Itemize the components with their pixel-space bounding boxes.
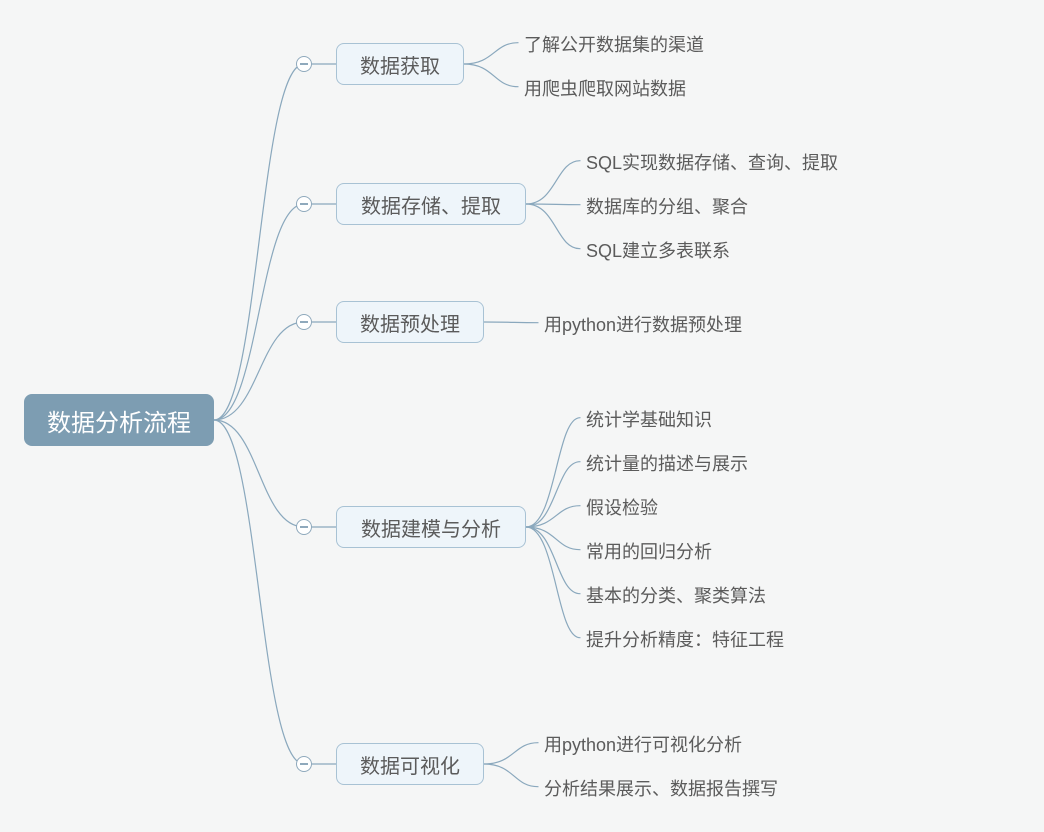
branch-label: 数据建模与分析: [361, 513, 501, 542]
root-node[interactable]: 数据分析流程: [24, 394, 214, 446]
leaf-node: SQL建立多表联系: [586, 237, 730, 263]
leaf-label: 提升分析精度：特征工程: [586, 626, 784, 652]
leaf-node: 统计量的描述与展示: [586, 450, 748, 476]
leaf-node: 假设检验: [586, 494, 658, 520]
leaf-node: 提升分析精度：特征工程: [586, 626, 784, 652]
collapse-toggle-icon[interactable]: [296, 756, 312, 772]
collapse-toggle-icon[interactable]: [296, 314, 312, 330]
branch-preprocess[interactable]: 数据预处理: [336, 301, 484, 343]
collapse-toggle-icon[interactable]: [296, 56, 312, 72]
leaf-node: 了解公开数据集的渠道: [524, 31, 704, 57]
branch-label: 数据存储、提取: [361, 190, 501, 219]
leaf-label: SQL建立多表联系: [586, 237, 730, 263]
leaf-node: 数据库的分组、聚合: [586, 193, 748, 219]
branch-model[interactable]: 数据建模与分析: [336, 506, 526, 548]
leaf-node: 用爬虫爬取网站数据: [524, 75, 686, 101]
leaf-node: 统计学基础知识: [586, 406, 712, 432]
branch-viz[interactable]: 数据可视化: [336, 743, 484, 785]
leaf-label: 数据库的分组、聚合: [586, 193, 748, 219]
leaf-label: 分析结果展示、数据报告撰写: [544, 775, 778, 801]
leaf-label: 常用的回归分析: [586, 538, 712, 564]
leaf-label: 用python进行数据预处理: [544, 311, 742, 337]
leaf-node: 用python进行数据预处理: [544, 311, 742, 337]
leaf-label: 统计量的描述与展示: [586, 450, 748, 476]
leaf-node: 基本的分类、聚类算法: [586, 582, 766, 608]
branch-label: 数据可视化: [360, 750, 460, 779]
leaf-label: SQL实现数据存储、查询、提取: [586, 149, 838, 175]
leaf-node: 常用的回归分析: [586, 538, 712, 564]
leaf-node: 分析结果展示、数据报告撰写: [544, 775, 778, 801]
branch-store[interactable]: 数据存储、提取: [336, 183, 526, 225]
leaf-label: 统计学基础知识: [586, 406, 712, 432]
branch-acquire[interactable]: 数据获取: [336, 43, 464, 85]
leaf-label: 用爬虫爬取网站数据: [524, 75, 686, 101]
leaf-label: 了解公开数据集的渠道: [524, 31, 704, 57]
leaf-label: 假设检验: [586, 494, 658, 520]
root-label: 数据分析流程: [47, 403, 191, 438]
collapse-toggle-icon[interactable]: [296, 196, 312, 212]
leaf-node: SQL实现数据存储、查询、提取: [586, 149, 838, 175]
branch-label: 数据获取: [360, 50, 440, 79]
branch-label: 数据预处理: [360, 308, 460, 337]
mindmap-canvas: 数据分析流程 数据获取 了解公开数据集的渠道用爬虫爬取网站数据数据存储、提取 SQL实…: [0, 0, 1044, 832]
collapse-toggle-icon[interactable]: [296, 519, 312, 535]
leaf-label: 基本的分类、聚类算法: [586, 582, 766, 608]
leaf-node: 用python进行可视化分析: [544, 731, 742, 757]
leaf-label: 用python进行可视化分析: [544, 731, 742, 757]
